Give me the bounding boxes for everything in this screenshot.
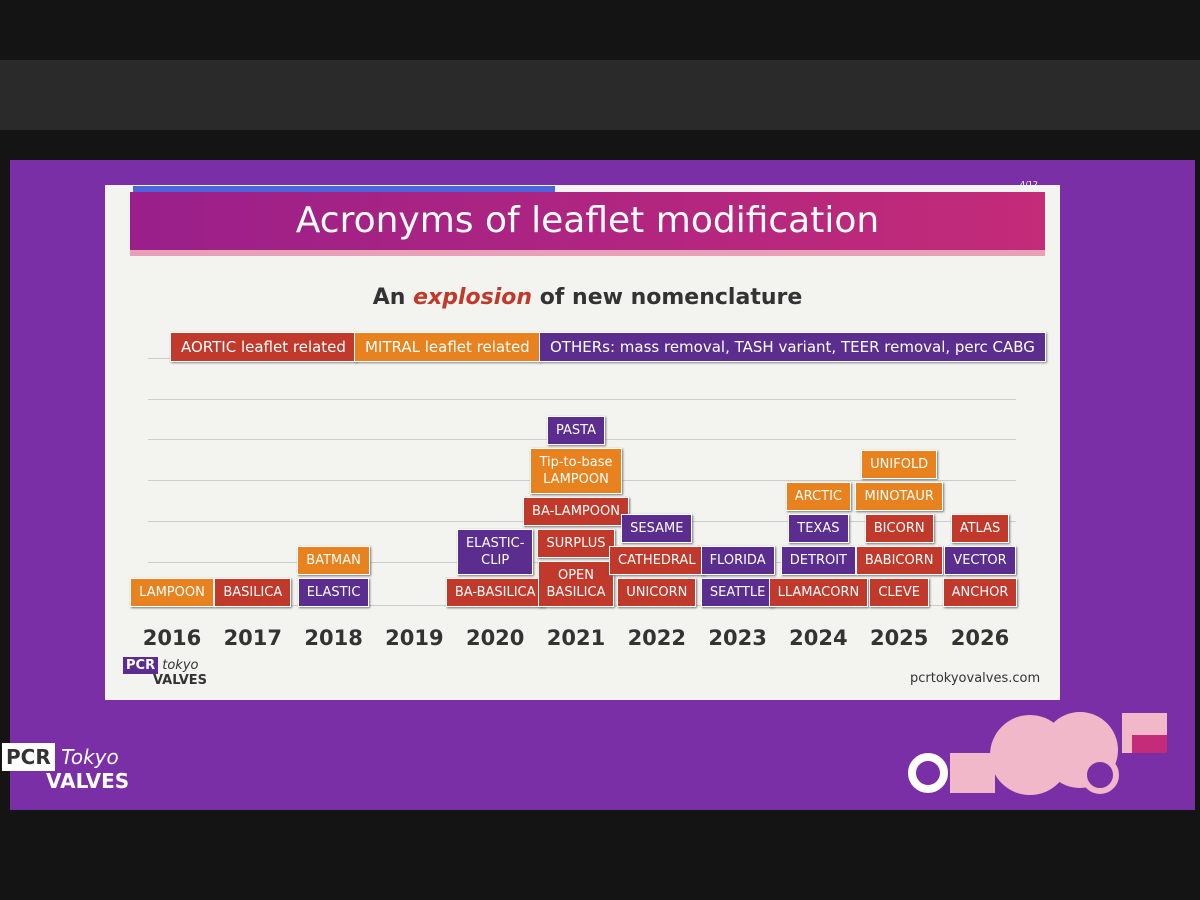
year-label: 2022 [627,626,687,650]
acronym-box: BASILICA [214,578,292,607]
legend-item: OTHERs: mass removal, TASH variant, TEER… [539,332,1046,362]
acronym-box: TEXAS [788,514,849,543]
acronym-box: Tip-to-base LAMPOON [530,448,622,494]
acronym-box: DETROIT [780,546,856,575]
year-column: ANCHOR VECTOR ATLAS [915,514,1045,607]
year-label: 2023 [708,626,767,650]
year-column: ELASTIC BATMAN [269,546,399,607]
logo-name: VALVES [153,673,208,688]
year-label: 2016 [142,626,202,650]
acronym-box: SURPLUS [537,529,615,558]
acronym-box: ATLAS [950,514,1010,543]
acronym-box: OPEN BASILICA [537,561,615,607]
acronym-box: LAMPOON [130,578,214,607]
year-label: 2020 [465,626,525,650]
acronym-box: UNICORN [617,578,697,607]
year-column: SEATTLE FLORIDA [673,546,803,607]
acronym-box: BABICORN [855,546,943,575]
year-label: 2026 [950,626,1010,650]
logo-mark: PCR [2,743,55,771]
acronym-box: BA-BASILICA [445,578,545,607]
acronym-box: BICORN [864,514,934,543]
progress-bar [133,186,555,192]
logo-city: tokyo [162,658,199,673]
year-label: 2019 [385,626,444,650]
acronym-box: PASTA [547,416,605,445]
subtitle: An explosion of new nomenclature [130,285,1045,310]
acronym-box: VECTOR [944,546,1016,575]
slide-url: pcrtokyovalves.com [910,671,1041,686]
decor-graphic [908,712,1167,795]
acronym-box: BATMAN [297,546,370,575]
grid-line [148,399,1016,400]
acronym-box: BA-LAMPOON [523,497,629,526]
acronym-box: ELASTIC [297,578,370,607]
acronym-box: MINOTAUR [855,482,943,511]
slide-logo: PCR tokyo VALVES [123,657,208,688]
acronym-box: CLEVE [869,578,929,607]
year-column: BASILICA [188,578,318,607]
year-label: 2025 [869,626,929,650]
slide-counter: 4/12 [1020,180,1038,189]
acronym-box: UNIFOLD [861,450,938,479]
ceiling [0,60,1200,130]
year-column: OPEN BASILICA SURPLUS BA-LAMPOON Tip-to-bas… [511,416,641,607]
logo-mark: PCR [123,657,159,674]
year-column: LAMPOON [107,578,237,607]
acronym-box: SESAME [621,514,693,543]
screen-logo: PCR Tokyo VALVES [2,743,130,793]
legend-item: AORTIC leaflet related [170,332,357,362]
acronym-box: FLORIDA [700,546,775,575]
year-column: BA-BASILICA ELASTIC- CLIP [430,529,560,607]
year-label: 2017 [223,626,283,650]
subtitle-part: An [372,285,414,310]
slide-title: Acronyms of leaflet modification [130,192,1045,250]
year-column: LLAMACORN DETROIT TEXAS ARCTIC [753,482,883,607]
acronym-box: ARCTIC [785,482,851,511]
acronym-box: LLAMACORN [768,578,869,607]
acronym-box: SEATTLE [700,578,775,607]
logo-city: Tokyo [61,745,119,769]
acronym-box: CATHEDRAL [609,546,705,575]
logo-name: VALVES [46,769,130,793]
acronym-box: ANCHOR [942,578,1018,607]
acronym-box: ELASTIC- CLIP [456,529,534,575]
year-column: CLEVE BABICORN BICORN MINOTAUR UNIFOLD [834,450,964,607]
title-underline [130,250,1045,256]
subtitle-part: of new nomenclature [532,285,803,310]
subtitle-emphasis: explosion [413,285,533,310]
year-label: 2021 [546,626,606,650]
year-label: 2018 [304,626,363,650]
year-label: 2024 [789,626,848,650]
year-column: UNICORN CATHEDRAL SESAME [592,514,722,607]
legend-item: MITRAL leaflet related [354,332,541,362]
